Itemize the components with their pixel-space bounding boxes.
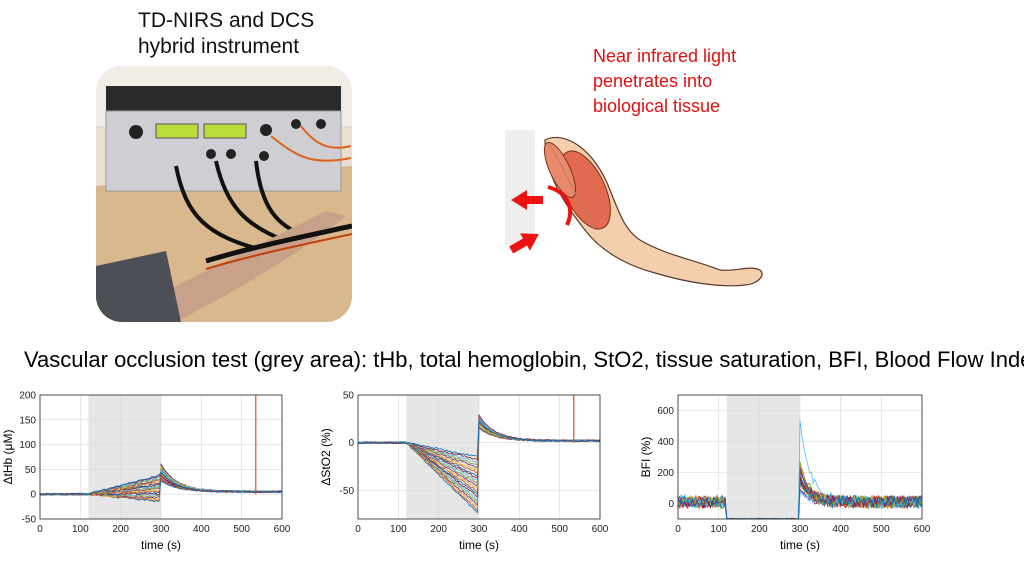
y-tick-label: 50 bbox=[343, 391, 355, 402]
sto2-chart-svg: 0 100 200 300 400 500 600 -50 0 50 time (s) ΔStO2 (… bbox=[319, 391, 609, 553]
light-caption-line1: Near infrared light bbox=[593, 46, 737, 66]
x-tick-label: 200 bbox=[112, 524, 129, 535]
occlusion-area bbox=[88, 395, 161, 519]
x-tick-label: 0 bbox=[675, 524, 681, 535]
series-line bbox=[39, 471, 283, 496]
y-tick-label: 200 bbox=[19, 391, 36, 402]
x-axis-label: time (s) bbox=[780, 538, 820, 552]
x-tick-label: 500 bbox=[551, 524, 568, 535]
x-tick-label: 400 bbox=[511, 524, 528, 535]
x-tick-label: 500 bbox=[873, 524, 890, 535]
y-axis-label: BFI (%) bbox=[639, 437, 653, 478]
arm-illustration bbox=[505, 130, 770, 305]
x-tick-label: 500 bbox=[233, 524, 250, 535]
x-tick-label: 300 bbox=[471, 524, 488, 535]
y-tick-label: 0 bbox=[30, 490, 36, 501]
series-line bbox=[357, 419, 601, 457]
light-caption-line3: biological tissue bbox=[593, 96, 721, 116]
plot-frame bbox=[39, 394, 283, 520]
y-tick-label: 50 bbox=[25, 465, 37, 476]
light-caption: Near infrared light penetrates into biol… bbox=[593, 44, 736, 119]
instrument-title-line1: TD-NIRS and DCS bbox=[138, 9, 315, 32]
bfi-chart-svg: 0 100 200 300 400 500 600 0 200 400 600 time (s) BFI… bbox=[639, 394, 931, 552]
x-tick-label: 300 bbox=[792, 524, 809, 535]
sto2-chart: 0 100 200 300 400 500 600 -50 0 50 time (s) ΔStO2 (… bbox=[318, 385, 618, 566]
y-axis-label: ΔtHb (μM) bbox=[1, 430, 15, 485]
y-tick-label: 0 bbox=[668, 499, 674, 510]
x-tick-label: 600 bbox=[274, 524, 291, 535]
y-tick-label: -50 bbox=[22, 515, 37, 526]
series-line bbox=[358, 413, 601, 461]
x-tick-label: 400 bbox=[193, 524, 210, 535]
y-tick-label: 150 bbox=[19, 415, 36, 426]
y-axis-label: ΔStO2 (%) bbox=[319, 428, 333, 485]
x-tick-label: 100 bbox=[390, 524, 407, 535]
y-tick-label: -50 bbox=[340, 486, 355, 497]
instrument-title-line2: hybrid instrument bbox=[138, 35, 300, 58]
x-tick-label: 200 bbox=[430, 524, 447, 535]
x-axis-label: time (s) bbox=[459, 538, 499, 552]
plot-frame bbox=[357, 394, 601, 520]
x-tick-label: 0 bbox=[355, 524, 361, 535]
x-axis-label: time (s) bbox=[141, 538, 181, 552]
thb-chart: 0 100 200 300 400 500 600 -50 0 50 100 150 200 time (… bbox=[0, 385, 300, 566]
x-tick-label: 300 bbox=[153, 524, 170, 535]
occlusion-test-caption: Vascular occlusion test (grey area): tHb… bbox=[24, 347, 1024, 372]
x-tick-label: 100 bbox=[710, 524, 727, 535]
bfi-chart: 0 100 200 300 400 500 600 0 200 400 600 time (s) BFI… bbox=[639, 385, 940, 566]
y-tick-label: 200 bbox=[657, 468, 674, 479]
series-line bbox=[677, 481, 923, 520]
instrument-photo bbox=[96, 66, 352, 322]
x-tick-label: 200 bbox=[751, 524, 768, 535]
x-tick-label: 0 bbox=[37, 524, 43, 535]
x-tick-label: 100 bbox=[72, 524, 89, 535]
y-tick-label: 100 bbox=[19, 440, 36, 451]
occlusion-area bbox=[726, 395, 800, 519]
y-tick-label: 400 bbox=[657, 437, 674, 448]
y-tick-label: 0 bbox=[348, 438, 354, 449]
series-line bbox=[677, 420, 923, 520]
plot-frame bbox=[677, 394, 923, 520]
y-tick-label: 600 bbox=[657, 406, 674, 417]
series-line bbox=[677, 481, 923, 520]
x-tick-label: 600 bbox=[914, 524, 931, 535]
incoming-light-arrow-icon bbox=[511, 190, 543, 210]
light-caption-line2: penetrates into bbox=[593, 71, 713, 91]
x-tick-label: 600 bbox=[592, 524, 609, 535]
instrument-title: TD-NIRS and DCS hybrid instrument bbox=[138, 8, 314, 60]
x-tick-label: 400 bbox=[832, 524, 849, 535]
outgoing-light-arrow-icon bbox=[509, 233, 539, 254]
